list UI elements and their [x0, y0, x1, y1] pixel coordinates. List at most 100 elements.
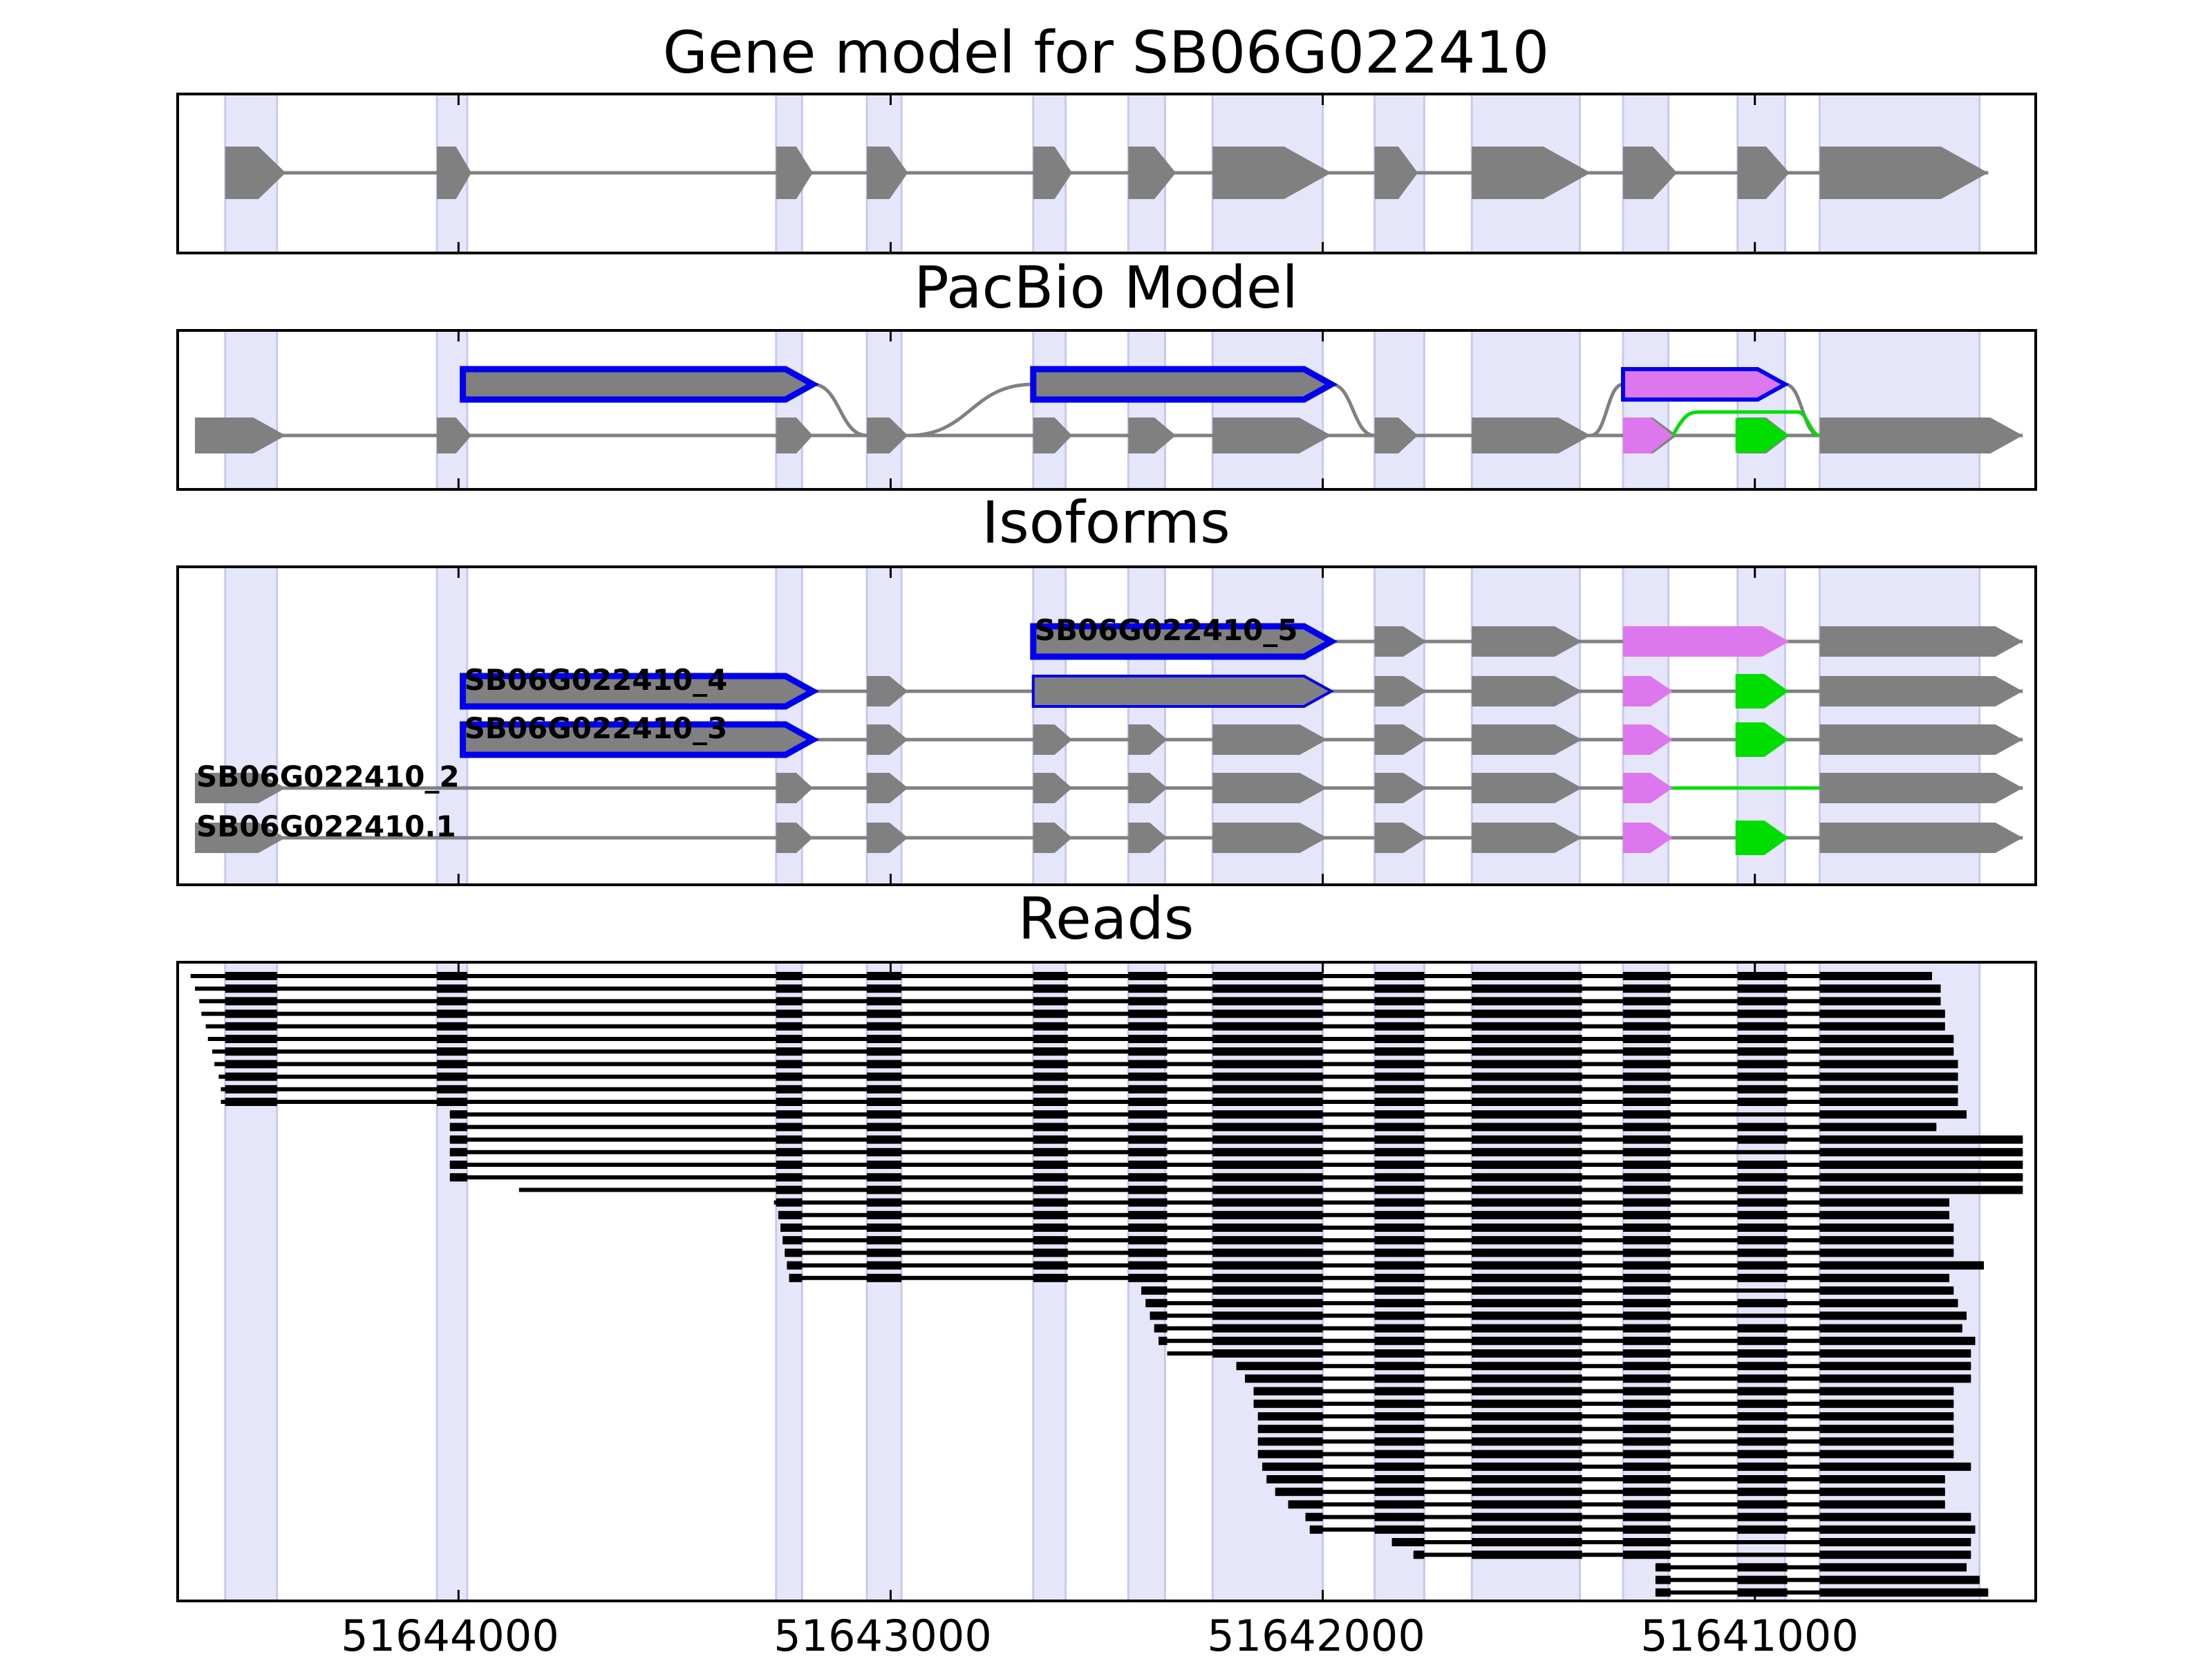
- read-block: [1737, 1173, 1788, 1182]
- read-block: [225, 1035, 277, 1043]
- read-block: [1819, 1273, 1949, 1282]
- read-block: [1819, 1085, 1958, 1094]
- read-block: [787, 1261, 803, 1270]
- read-block: [1472, 1374, 1582, 1383]
- read-block: [776, 1047, 803, 1056]
- read-block: [1374, 1236, 1425, 1245]
- read-block: [776, 984, 803, 993]
- read-block: [1623, 1085, 1671, 1094]
- read-block: [1737, 1399, 1788, 1408]
- read-block: [1623, 997, 1671, 1006]
- read-block: [1472, 1273, 1582, 1282]
- read-block: [1737, 1425, 1788, 1434]
- read-block: [1819, 1575, 1980, 1584]
- read-block: [867, 1110, 902, 1119]
- isoform-exon: [1623, 773, 1673, 803]
- read-block: [1128, 972, 1168, 980]
- isoform-exon: [1472, 724, 1582, 755]
- read-block: [1212, 1072, 1323, 1081]
- read-block: [867, 1098, 902, 1106]
- read-block: [1374, 1009, 1425, 1018]
- read-block: [1288, 1500, 1323, 1509]
- gene-exon: [1737, 147, 1790, 199]
- read-block: [1623, 1098, 1671, 1106]
- read-block: [1472, 1173, 1582, 1182]
- read-block: [1472, 1336, 1582, 1345]
- read-block: [1819, 1123, 1937, 1132]
- read-block: [1819, 1488, 1945, 1497]
- highlight-band: [1212, 330, 1323, 489]
- read-block: [1737, 1588, 1788, 1597]
- isoform-exon: [1623, 823, 1673, 853]
- read-block: [1472, 1123, 1582, 1132]
- pacbio-exon: [1128, 418, 1177, 453]
- isoform-exon: [1735, 821, 1789, 855]
- read-block: [1737, 1336, 1788, 1345]
- read-block: [1128, 1110, 1168, 1119]
- read-block: [1737, 1060, 1788, 1069]
- read-block: [1737, 1022, 1788, 1031]
- read-block: [1737, 1248, 1788, 1257]
- read-block: [1212, 1273, 1323, 1282]
- isoform-exon: [1472, 773, 1582, 803]
- gene-exon: [1374, 147, 1418, 199]
- read-block: [437, 1085, 467, 1094]
- read-block: [1623, 972, 1671, 980]
- read-block: [1374, 1273, 1425, 1282]
- isoform-exon: [1819, 626, 2023, 657]
- read-block: [1374, 1362, 1425, 1371]
- read-block: [1212, 1022, 1323, 1031]
- pacbio-exon: [776, 418, 813, 453]
- read-block: [1737, 1098, 1788, 1106]
- read-block: [1737, 1035, 1788, 1043]
- isoform-exon: [1031, 675, 1335, 708]
- read-block: [437, 984, 467, 993]
- read-block: [1212, 984, 1323, 993]
- read-block: [1472, 1387, 1582, 1396]
- isoform-exon: [1735, 674, 1789, 709]
- read-block: [867, 1072, 902, 1081]
- read-block: [1033, 1110, 1068, 1119]
- read-block: [1374, 1210, 1425, 1219]
- read-block: [1212, 1123, 1323, 1132]
- isoform-exon: [1819, 823, 2023, 853]
- read-block: [776, 1185, 803, 1194]
- read-block: [1374, 1123, 1425, 1132]
- read-block: [1472, 1085, 1582, 1094]
- read-block: [1819, 1336, 1976, 1345]
- read-block: [1819, 1399, 1954, 1408]
- read-block: [1033, 1060, 1068, 1069]
- gene-exon: [1623, 147, 1678, 199]
- read-block: [1472, 1437, 1582, 1446]
- read-block: [1374, 1425, 1425, 1434]
- read-block: [1033, 1185, 1068, 1194]
- read-block: [1472, 1525, 1582, 1534]
- read-block: [1212, 1098, 1323, 1106]
- read-block: [776, 972, 803, 980]
- read-block: [225, 1098, 277, 1106]
- read-block: [1212, 1336, 1323, 1345]
- read-block: [1212, 1173, 1323, 1182]
- read-block: [1819, 1248, 1954, 1257]
- read-block: [1819, 1261, 1984, 1270]
- panel-frame: [176, 565, 2037, 886]
- panel-title-pacbio: PacBio Model: [914, 254, 1298, 321]
- read-block: [1819, 1550, 1971, 1559]
- read-block: [1253, 1399, 1323, 1408]
- isoform-exon: [867, 823, 908, 853]
- read-block: [1472, 1185, 1582, 1194]
- read-block: [1374, 1072, 1425, 1081]
- read-block: [1623, 1224, 1671, 1232]
- read-block: [1374, 1399, 1425, 1408]
- read-block: [1623, 1550, 1671, 1559]
- read-block: [1819, 1173, 2023, 1182]
- read-block: [1374, 1525, 1425, 1534]
- read-block: [1819, 1161, 2023, 1169]
- read-block: [1374, 1462, 1425, 1471]
- x-tick-label: 51642000: [1207, 1611, 1425, 1659]
- read-block: [1819, 1349, 1971, 1358]
- read-block: [1128, 1273, 1168, 1282]
- read-block: [1472, 972, 1582, 980]
- pacbio-exon: [867, 418, 908, 453]
- read-block: [776, 1035, 803, 1043]
